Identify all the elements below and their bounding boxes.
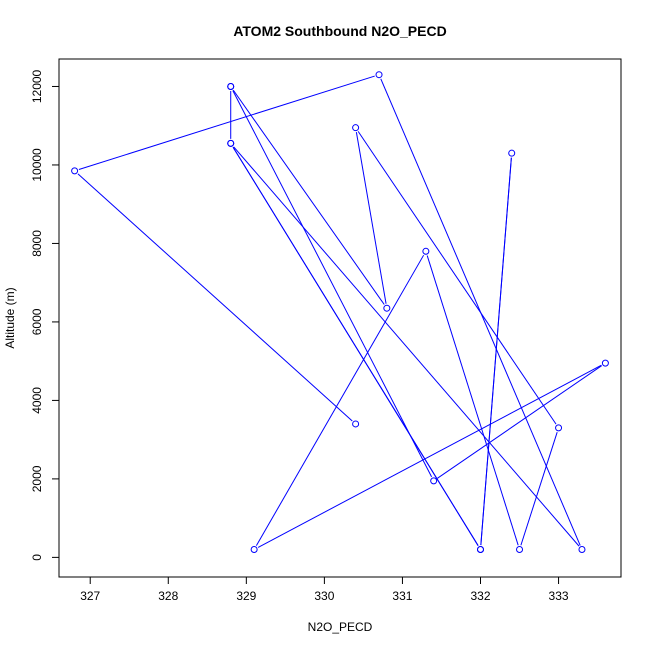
data-point — [578, 546, 586, 554]
data-point — [601, 359, 609, 367]
series-line-segment — [255, 254, 425, 546]
series-line-segment — [257, 364, 602, 548]
data-point — [227, 139, 235, 147]
x-axis: 327 328 329 330 331 332 333 — [80, 577, 569, 603]
series-line-segment — [232, 146, 479, 546]
series-line-segment — [357, 131, 557, 425]
data-point — [352, 420, 360, 428]
series-line-segment — [380, 78, 581, 546]
y-tick-label: 4000 — [30, 387, 44, 414]
plot-frame — [58, 58, 622, 578]
y-axis: 0 2000 4000 6000 8000 10000 12000 — [30, 69, 59, 561]
y-tick-label: 0 — [30, 554, 44, 561]
series-line-segment — [480, 157, 512, 546]
data-point — [227, 82, 235, 90]
chart-title: ATOM2 Southbound N2O_PECD — [233, 23, 446, 39]
data-point — [508, 149, 516, 157]
data-point — [352, 124, 360, 132]
data-point — [422, 247, 430, 255]
y-axis-label: Altitude (m) — [3, 287, 17, 348]
x-tick-label: 329 — [236, 589, 256, 603]
x-tick-label: 328 — [158, 589, 178, 603]
series-line-segment — [232, 89, 385, 305]
series-line-segment — [426, 255, 519, 546]
x-tick-label: 331 — [392, 589, 412, 603]
series-line-segment — [78, 75, 375, 170]
series-line-segment — [233, 146, 580, 547]
series-line-segment — [77, 173, 353, 422]
data-point — [250, 546, 258, 554]
y-tick-label: 2000 — [30, 465, 44, 492]
x-axis-label: N2O_PECD — [308, 620, 373, 634]
series-lines — [77, 75, 602, 548]
series-line-segment — [437, 365, 602, 479]
x-tick-label: 333 — [549, 589, 569, 603]
data-point — [71, 167, 79, 175]
x-tick-label: 327 — [80, 589, 100, 603]
x-tick-label: 330 — [314, 589, 334, 603]
data-point — [430, 477, 438, 485]
series-line-segment — [355, 132, 387, 304]
data-point — [477, 546, 484, 554]
data-point — [383, 304, 391, 312]
series-line-segment — [232, 90, 433, 478]
data-point — [555, 424, 563, 432]
y-tick-label: 12000 — [30, 69, 44, 103]
series-points — [71, 71, 609, 554]
data-point — [516, 546, 524, 554]
y-tick-label: 8000 — [30, 230, 44, 257]
y-tick-label: 10000 — [30, 148, 44, 182]
y-tick-label: 6000 — [30, 308, 44, 335]
series-line-segment — [520, 432, 558, 546]
data-point — [375, 71, 383, 79]
x-tick-label: 332 — [470, 589, 490, 603]
